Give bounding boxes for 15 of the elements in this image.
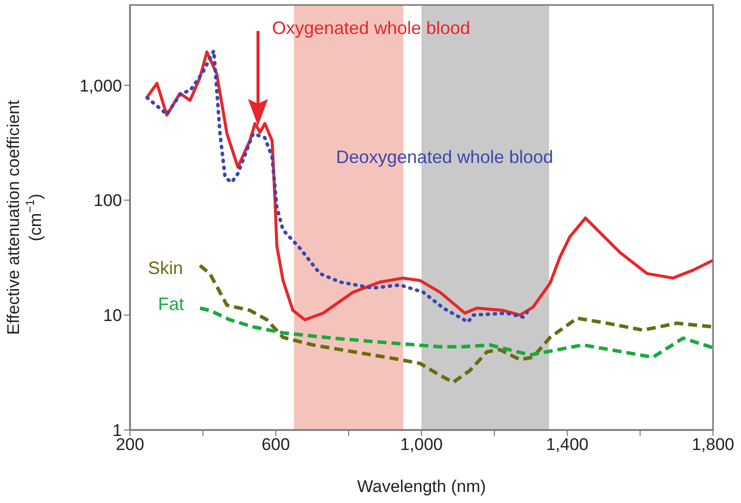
series-label: Fat — [158, 294, 184, 315]
x-tick-label: 600 — [262, 435, 290, 454]
series-label: Skin — [148, 258, 184, 279]
line-series — [198, 264, 713, 384]
text: Deoxygenated whole blood — [336, 147, 554, 168]
x-tick-label: 200 — [116, 435, 144, 454]
line-series — [198, 306, 713, 359]
x-tick-label: 1,800 — [692, 435, 734, 454]
text: Oxygenated whole blood — [272, 18, 470, 39]
y-tick-label: 1,000 — [79, 76, 122, 96]
x-axis-title: Wavelength (nm) — [357, 477, 486, 496]
y-tick-label: 10 — [103, 306, 122, 326]
x-tick-label: 1,000 — [400, 435, 443, 454]
y-tick-label: 100 — [94, 191, 122, 210]
x-tick-label: 1,400 — [546, 435, 589, 454]
